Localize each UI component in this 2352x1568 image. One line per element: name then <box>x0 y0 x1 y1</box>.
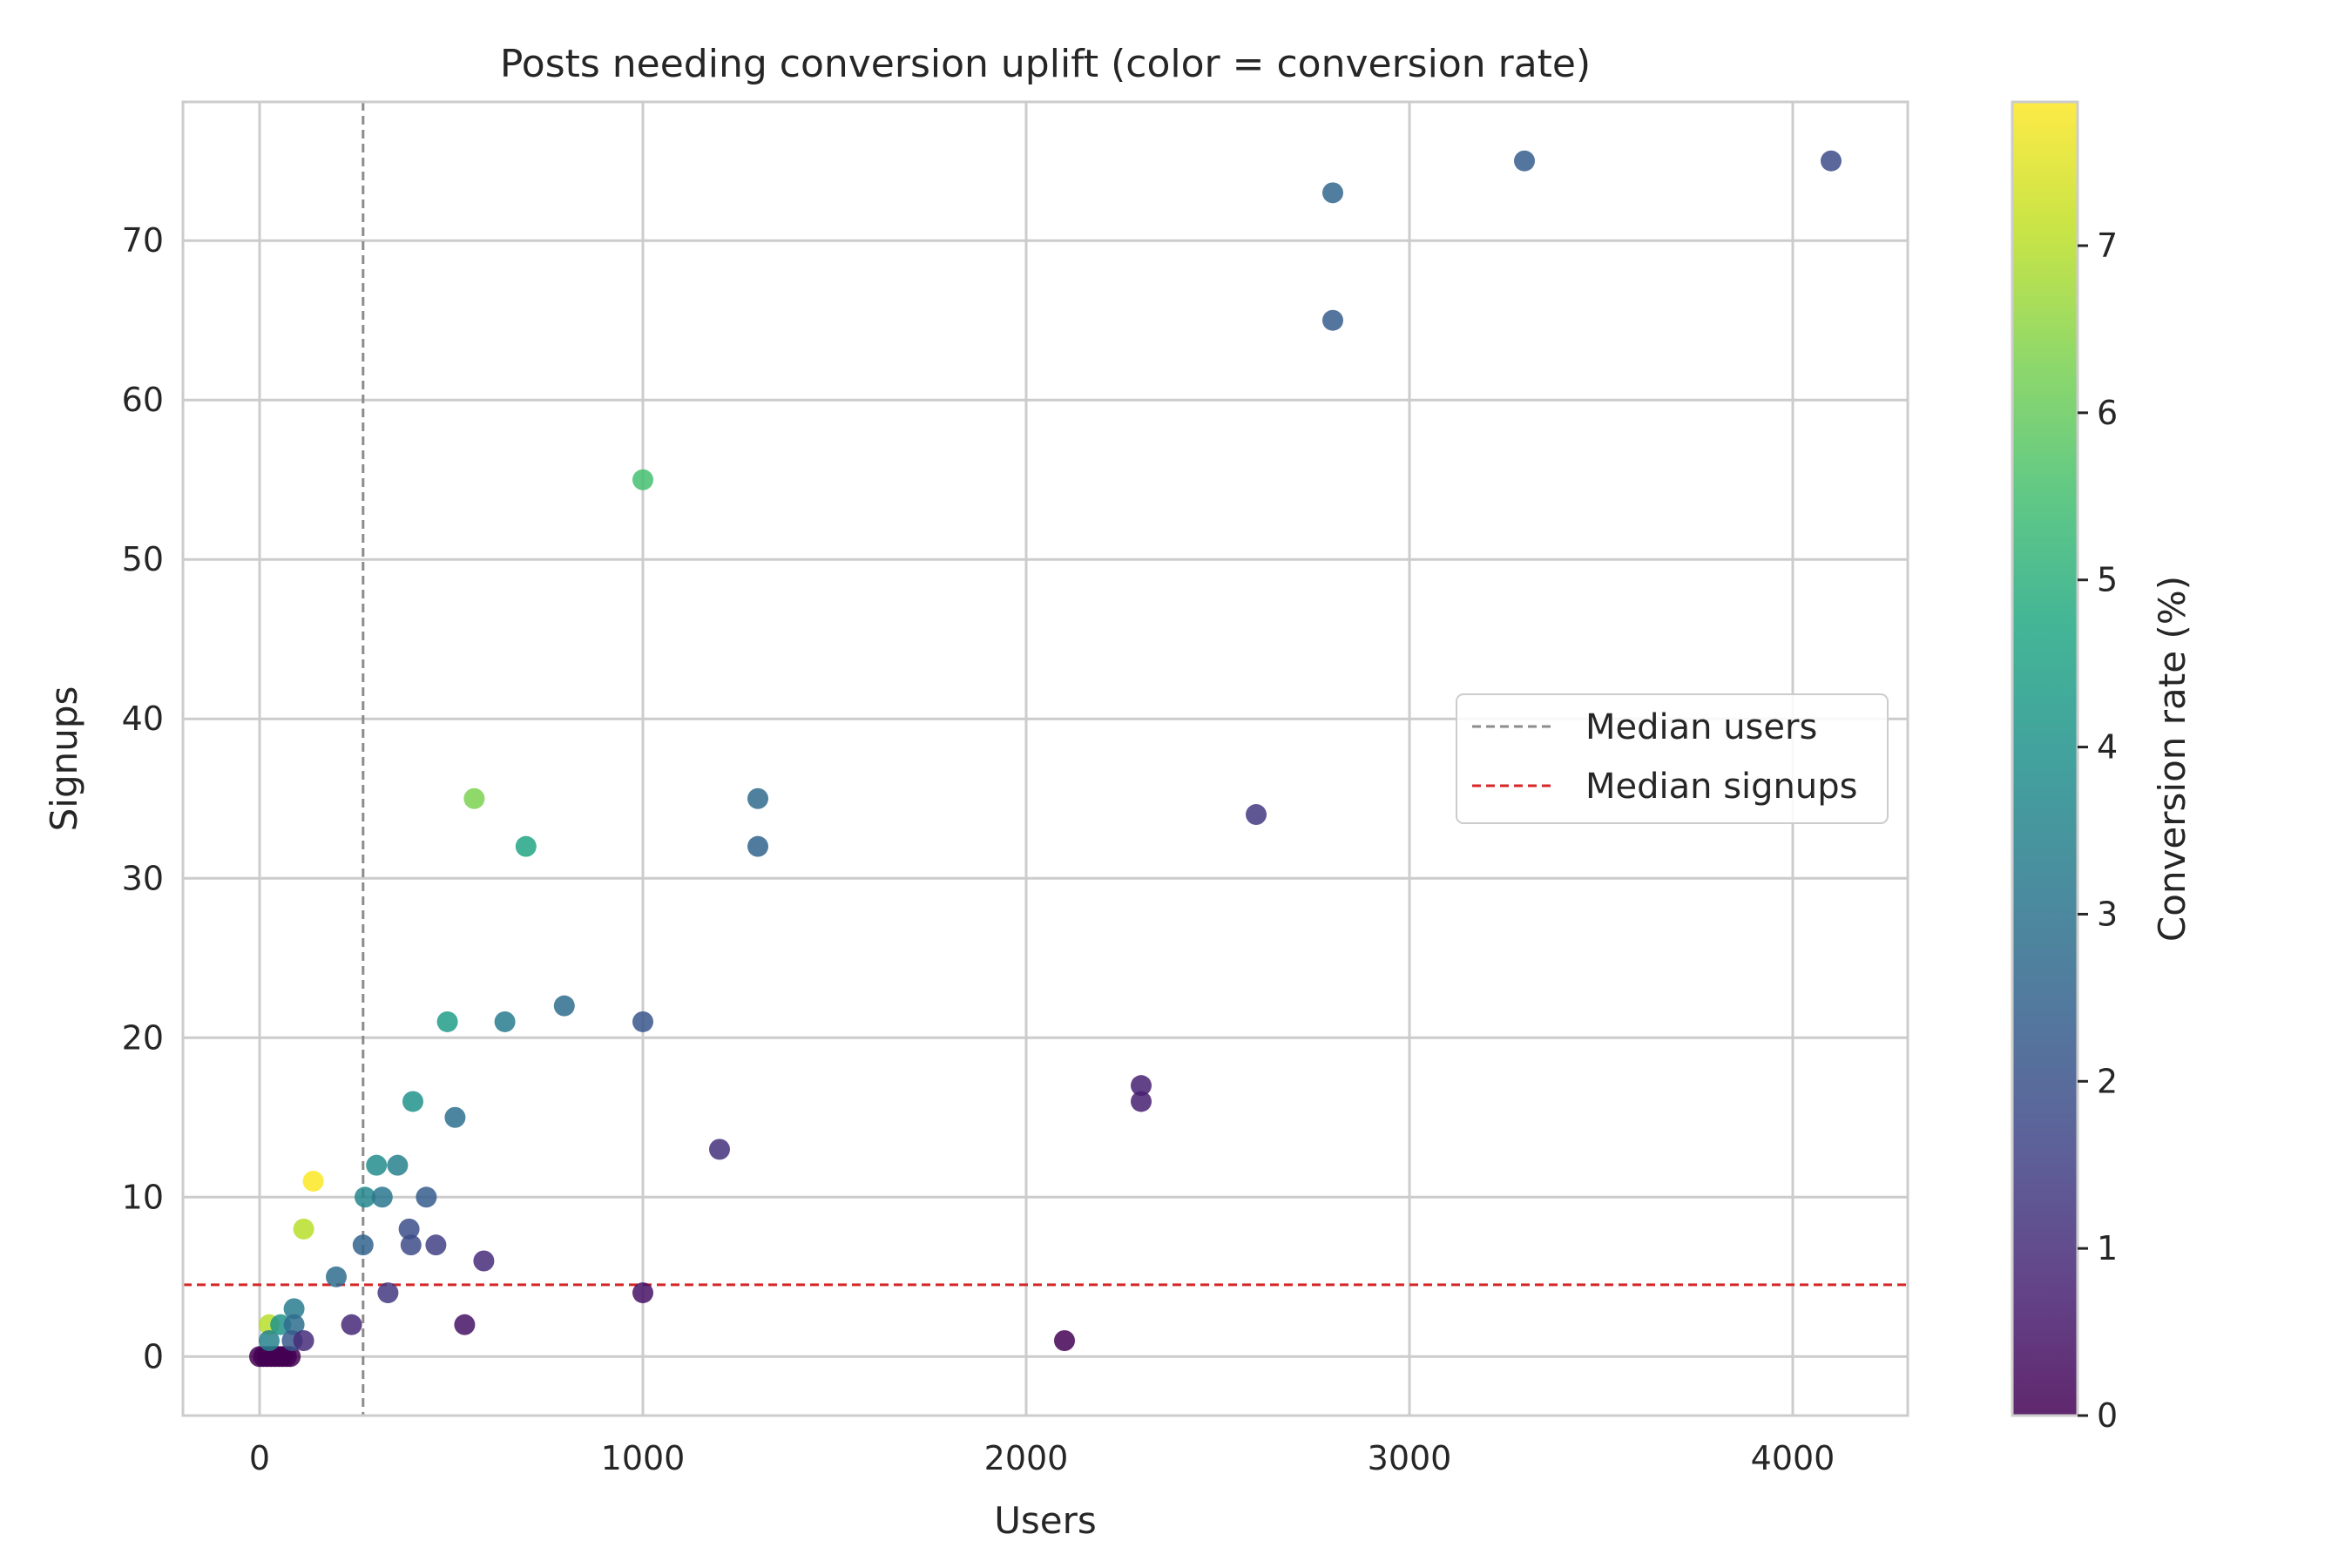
x-tick-label: 1000 <box>601 1439 686 1477</box>
data-point <box>747 835 768 857</box>
data-point <box>280 1346 301 1368</box>
data-point <box>1322 182 1343 204</box>
y-tick-label: 20 <box>122 1018 164 1057</box>
data-point <box>302 1170 324 1192</box>
data-point <box>283 1314 305 1335</box>
data-point <box>293 1218 314 1240</box>
data-point <box>1131 1091 1152 1112</box>
colorbar-tick-label: 5 <box>2097 561 2118 599</box>
legend-label-median-signups: Median signups <box>1585 767 1857 807</box>
colorbar-label: Conversion rate (%) <box>2151 576 2193 942</box>
data-point <box>371 1186 393 1208</box>
colorbar-tick-label: 2 <box>2097 1062 2118 1100</box>
legend-box <box>1456 693 1889 824</box>
x-axis-label: Users <box>994 1499 1097 1542</box>
data-point <box>326 1266 347 1288</box>
data-point <box>377 1282 399 1304</box>
data-point <box>463 787 485 809</box>
data-point <box>416 1186 437 1208</box>
y-tick-label: 60 <box>122 381 164 419</box>
colorbar-frame <box>2011 100 2079 1417</box>
x-tick-label: 3000 <box>1368 1439 1452 1477</box>
y-tick-labels: 0 10 20 30 40 50 60 70 <box>122 221 164 1375</box>
data-point <box>341 1314 362 1335</box>
data-point <box>454 1314 476 1335</box>
data-point <box>494 1010 516 1032</box>
x-tick-labels: 0 1000 2000 3000 4000 <box>249 1439 1835 1477</box>
data-point <box>1246 804 1267 826</box>
data-point <box>553 995 575 1017</box>
data-point <box>1131 1075 1152 1097</box>
data-point <box>402 1091 423 1112</box>
colorbar-tick-label: 6 <box>2097 394 2118 432</box>
data-point <box>444 1106 466 1128</box>
legend: Median users Median signups <box>1456 693 1889 824</box>
y-tick-label: 30 <box>122 859 164 897</box>
colorbar-tick-label: 7 <box>2097 226 2118 265</box>
colorbar-tick-label: 4 <box>2097 728 2118 767</box>
data-point <box>436 1010 458 1032</box>
chart-title: Posts needing conversion uplift (color =… <box>500 42 1591 86</box>
data-point <box>293 1329 314 1351</box>
data-point <box>400 1234 422 1256</box>
y-tick-label: 50 <box>122 540 164 578</box>
y-tick-label: 10 <box>122 1178 164 1216</box>
data-point <box>387 1154 409 1176</box>
colorbar-gradient <box>2012 102 2078 1416</box>
data-point <box>366 1154 388 1176</box>
plot-frame <box>181 100 1909 1417</box>
data-point <box>709 1139 730 1160</box>
data-point <box>632 469 653 490</box>
x-tick-label: 4000 <box>1751 1439 1835 1477</box>
data-point <box>259 1329 280 1351</box>
colorbar-tick-label: 1 <box>2097 1229 2118 1267</box>
data-point <box>473 1250 495 1272</box>
data-point <box>1821 150 1842 172</box>
colorbar-ticks: 0 1 2 3 4 5 6 7 <box>2078 226 2118 1435</box>
data-point <box>632 1282 653 1304</box>
data-point <box>1514 150 1535 172</box>
y-tick-label: 70 <box>122 221 164 260</box>
data-points <box>249 150 1842 1368</box>
y-axis-label: Signups <box>43 686 85 832</box>
data-point <box>398 1218 420 1240</box>
data-point <box>283 1298 305 1320</box>
y-tick-label: 40 <box>122 700 164 738</box>
colorbar-tick-label: 0 <box>2097 1396 2118 1435</box>
colorbar-tick-label: 3 <box>2097 895 2118 933</box>
data-point <box>515 835 537 857</box>
data-point <box>355 1186 375 1208</box>
data-point <box>747 787 768 809</box>
data-point <box>425 1234 447 1256</box>
colorbar: 0 1 2 3 4 5 6 7 Conversion rate (%) <box>2011 100 2193 1435</box>
data-point <box>1322 309 1343 331</box>
data-point <box>632 1010 653 1032</box>
x-tick-label: 2000 <box>984 1439 1069 1477</box>
data-point <box>1054 1329 1075 1351</box>
x-tick-label: 0 <box>249 1439 270 1477</box>
legend-label-median-users: Median users <box>1585 707 1817 747</box>
data-point <box>352 1234 374 1256</box>
y-tick-label: 0 <box>143 1337 164 1375</box>
